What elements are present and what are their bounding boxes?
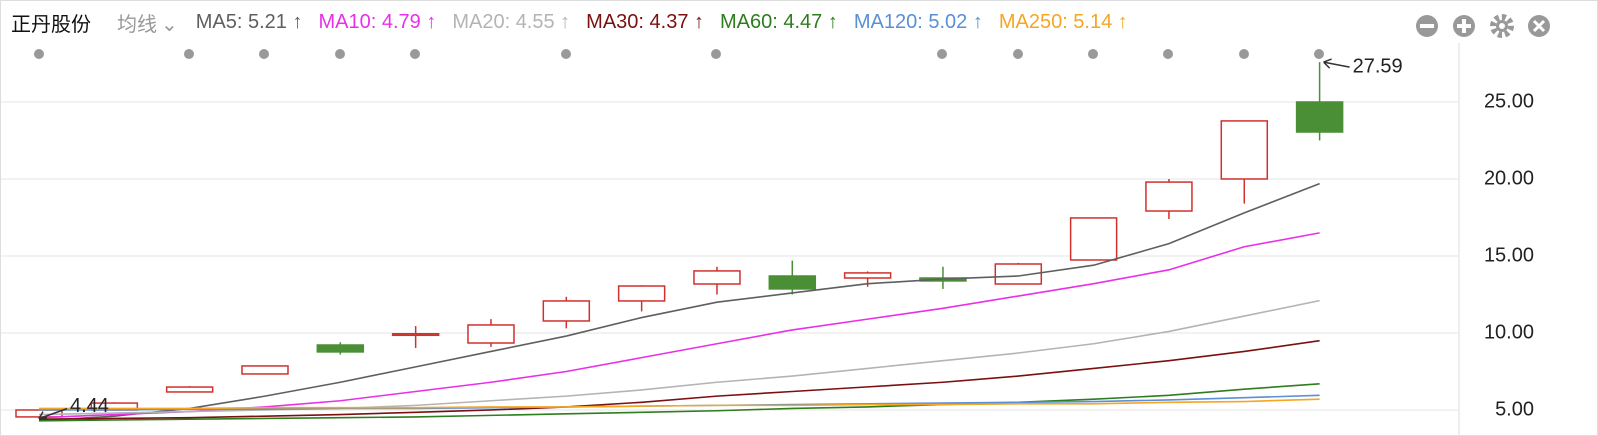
annotation-arrow [1323, 58, 1350, 69]
candle-body [1069, 217, 1118, 261]
legend-entry[interactable]: MA60: 4.47 ↑ [720, 10, 838, 33]
ma-line [39, 398, 1320, 410]
ma-line [38, 232, 1320, 419]
candle-body [1220, 120, 1269, 180]
legend-entry[interactable]: MA5: 5.21 ↑ [195, 10, 303, 33]
legend-entry[interactable]: MA30: 4.37 ↑ [586, 10, 705, 33]
candle-body [1295, 101, 1344, 133]
y-tick-label: 25.00 [1484, 90, 1534, 112]
y-tick-label: 5.00 [1495, 398, 1534, 420]
max-annotation: 27.59 [1353, 55, 1403, 77]
legend-entry[interactable]: MA20: 4.55 ↑ [452, 10, 571, 33]
event-markers [34, 49, 1324, 59]
legend-entry[interactable]: MA250: 5.14 ↑ [998, 10, 1128, 33]
candle-body [994, 263, 1043, 285]
candle-body [391, 333, 440, 337]
candle-body [241, 365, 289, 375]
ma-menu-label: 均线 [117, 13, 157, 36]
candle-body [1145, 181, 1193, 212]
legend-entry[interactable]: MA10: 4.79 ↑ [318, 10, 437, 33]
ma-line [38, 299, 1320, 416]
candle-body [542, 300, 591, 322]
candle-body [693, 270, 741, 285]
candle-body [165, 386, 214, 393]
y-tick-label: 10.00 [1484, 321, 1534, 343]
legend: MA5: 5.21 ↑ MA10: 4.79 ↑ MA20: 4.55 ↑ MA30:… [196, 11, 1144, 34]
candle-body [467, 324, 515, 344]
candle-body [316, 344, 365, 353]
candle-body [617, 285, 666, 302]
y-tick-label: 15.00 [1484, 244, 1534, 266]
ma-line [38, 383, 1320, 422]
min-annotation: 4.44 [70, 395, 109, 417]
legend-entry[interactable]: MA120: 5.02 ↑ [853, 10, 983, 33]
header: 正丹股份 均线 ⌄ MA5: 5.21 ↑ MA10: 4.79 ↑ MA20: 4.… [1, 1, 1597, 43]
y-tick-label: 20.00 [1484, 167, 1534, 189]
candle-body [768, 275, 817, 290]
ma-line [38, 182, 1320, 422]
settings[interactable] [1490, 14, 1514, 38]
ma-menu[interactable]: 均线 ⌄ [117, 13, 178, 36]
candle-body [843, 272, 892, 279]
stock-name: 正丹股份 [11, 13, 91, 36]
annotation-arrow [38, 407, 68, 420]
toolbar-icons [1416, 14, 1550, 38]
ma-line [38, 339, 1320, 421]
